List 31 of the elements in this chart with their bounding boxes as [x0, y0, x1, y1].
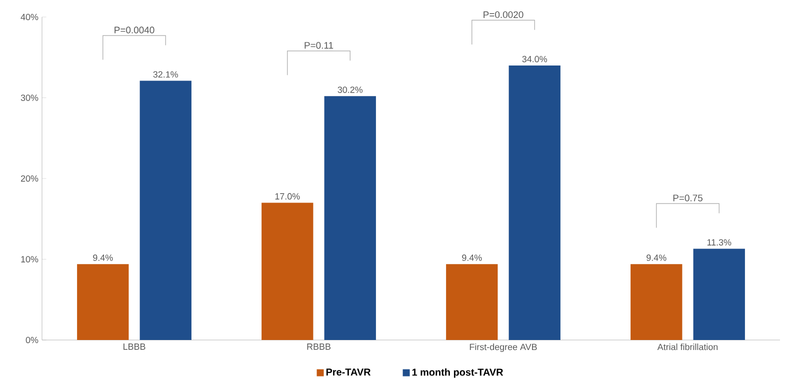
- x-tick-label: LBBB: [124, 344, 146, 350]
- y-tick-label: 0%: [26, 336, 38, 344]
- bar: [446, 264, 498, 340]
- annotation: P=0.0020: [484, 11, 524, 18]
- y-tick-label: 40%: [20, 14, 38, 20]
- bar: [262, 202, 314, 340]
- data-label: 9.4%: [93, 254, 113, 261]
- annotation: P=0.0040: [114, 26, 154, 34]
- bar: [324, 96, 376, 340]
- data-label: 9.4%: [462, 254, 482, 261]
- data-label: 30.2%: [338, 86, 363, 93]
- x-tick-label: Atrial fibrillation: [657, 344, 718, 350]
- legend-label: Pre-TAVR: [326, 368, 371, 376]
- bar: [693, 248, 745, 340]
- data-label: 34.0%: [522, 56, 548, 62]
- data-label: 9.4%: [646, 254, 666, 261]
- bar: [140, 80, 192, 340]
- x-tick-label: RBBB: [307, 344, 330, 350]
- legend-label: 1 month post-TAVR: [412, 368, 504, 378]
- bar: [77, 264, 129, 340]
- bar: [630, 264, 682, 340]
- annotation: P=0.11: [304, 42, 334, 49]
- bar: [508, 65, 560, 340]
- annotation: P=0.75: [673, 194, 702, 202]
- data-label: 11.3%: [707, 239, 732, 246]
- data-label: 17.0%: [275, 193, 300, 200]
- y-tick-label: 30%: [20, 94, 38, 101]
- x-tick-label: First-degree AVB: [470, 344, 537, 352]
- data-label: 32.1%: [153, 71, 178, 78]
- y-tick-label: 20%: [20, 175, 38, 182]
- y-tick-label: 10%: [21, 256, 38, 262]
